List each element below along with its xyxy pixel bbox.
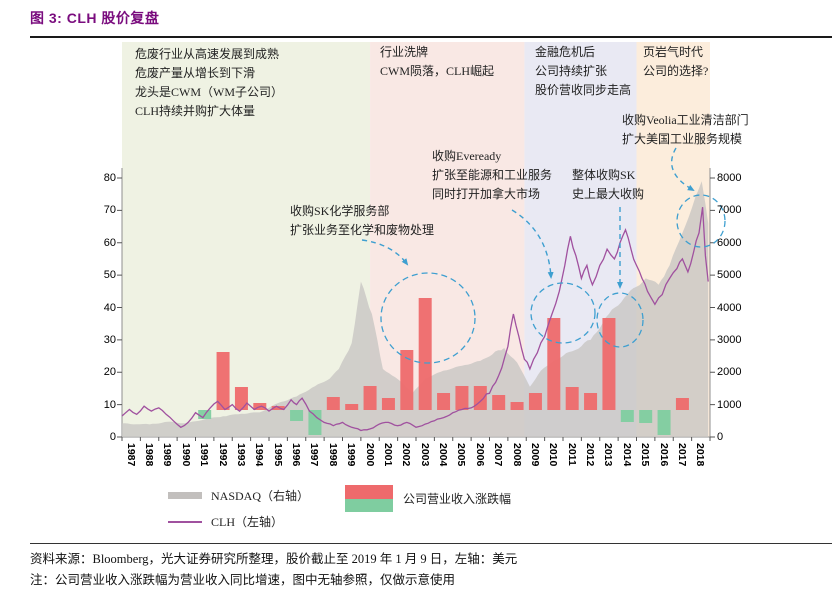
revenue-bar-2013: [602, 318, 616, 410]
annotation-arrow-1: [361, 239, 409, 266]
revenue-bar-2000: [363, 386, 377, 410]
revenue-bar-2003: [418, 298, 432, 410]
revenue-bar-2002: [400, 350, 414, 410]
annotation-arrow-4: [671, 147, 695, 192]
stock-review-chart: [117, 42, 726, 441]
revenue-bar-2008: [510, 402, 524, 410]
revenue-bar-2016: [657, 410, 671, 435]
revenue-bar-1996: [290, 410, 304, 421]
revenue-bar-1993: [234, 387, 248, 410]
legend-label-revenue: 公司营业收入涨跌幅: [403, 492, 512, 506]
revenue-bar-2001: [381, 398, 395, 410]
revenue-swatch: [345, 485, 393, 512]
revenue-bar-2014: [620, 410, 634, 422]
legend-label-clh: CLH（左轴）: [211, 515, 284, 529]
revenue-down-swatch: [345, 499, 393, 512]
revenue-bar-2004: [437, 393, 451, 410]
revenue-up-swatch: [345, 485, 393, 499]
legend-item-clh: CLH（左轴）: [168, 513, 283, 530]
revenue-bar-1995: [271, 406, 285, 410]
revenue-bar-2010: [547, 318, 561, 410]
revenue-bar-1998: [326, 397, 340, 410]
footer-rule: [30, 543, 832, 544]
highlight-circle-2: [530, 282, 596, 344]
revenue-bar-2007: [492, 395, 506, 410]
highlight-circle-4: [676, 194, 726, 248]
figure-title: 图 3: CLH 股价复盘: [30, 10, 160, 26]
nasdaq-area-swatch: [168, 492, 202, 499]
annotation-arrow-2: [511, 209, 554, 279]
highlight-circle-1: [380, 272, 476, 364]
source-note: 资料来源：Bloomberg，光大证券研究所整理，股价截止至 2019 年 1 …: [30, 552, 518, 566]
title-rule: [30, 36, 832, 38]
legend-label-nasdaq: NASDAQ（右轴）: [211, 489, 310, 503]
phase-band-1: [122, 42, 371, 437]
revenue-bar-2015: [639, 410, 653, 423]
highlight-circle-3: [596, 292, 644, 348]
legend-item-revenue: 公司营业收入涨跌幅: [345, 485, 511, 512]
revenue-bar-2012: [584, 393, 598, 410]
revenue-bar-2006: [473, 386, 487, 410]
revenue-bar-2009: [528, 393, 542, 410]
revenue-bar-1999: [345, 404, 359, 410]
revenue-bar-1997: [308, 410, 322, 435]
clh-line: [121, 207, 709, 432]
revenue-bar-2011: [565, 387, 579, 410]
nasdaq-area: [122, 181, 709, 437]
revenue-bar-2017: [675, 398, 689, 410]
legend-item-nasdaq: NASDAQ（右轴）: [168, 487, 309, 504]
method-note: 注：公司营业收入涨跌幅为营业收入同比增速，图中无轴参照，仅做示意使用: [30, 573, 456, 587]
revenue-bar-1992: [216, 352, 230, 410]
revenue-bar-2005: [455, 386, 469, 410]
clh-line-swatch: [168, 520, 202, 523]
